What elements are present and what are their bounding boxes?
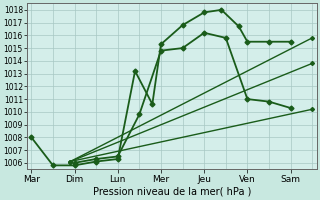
X-axis label: Pression niveau de la mer( hPa ): Pression niveau de la mer( hPa ) xyxy=(92,187,251,197)
